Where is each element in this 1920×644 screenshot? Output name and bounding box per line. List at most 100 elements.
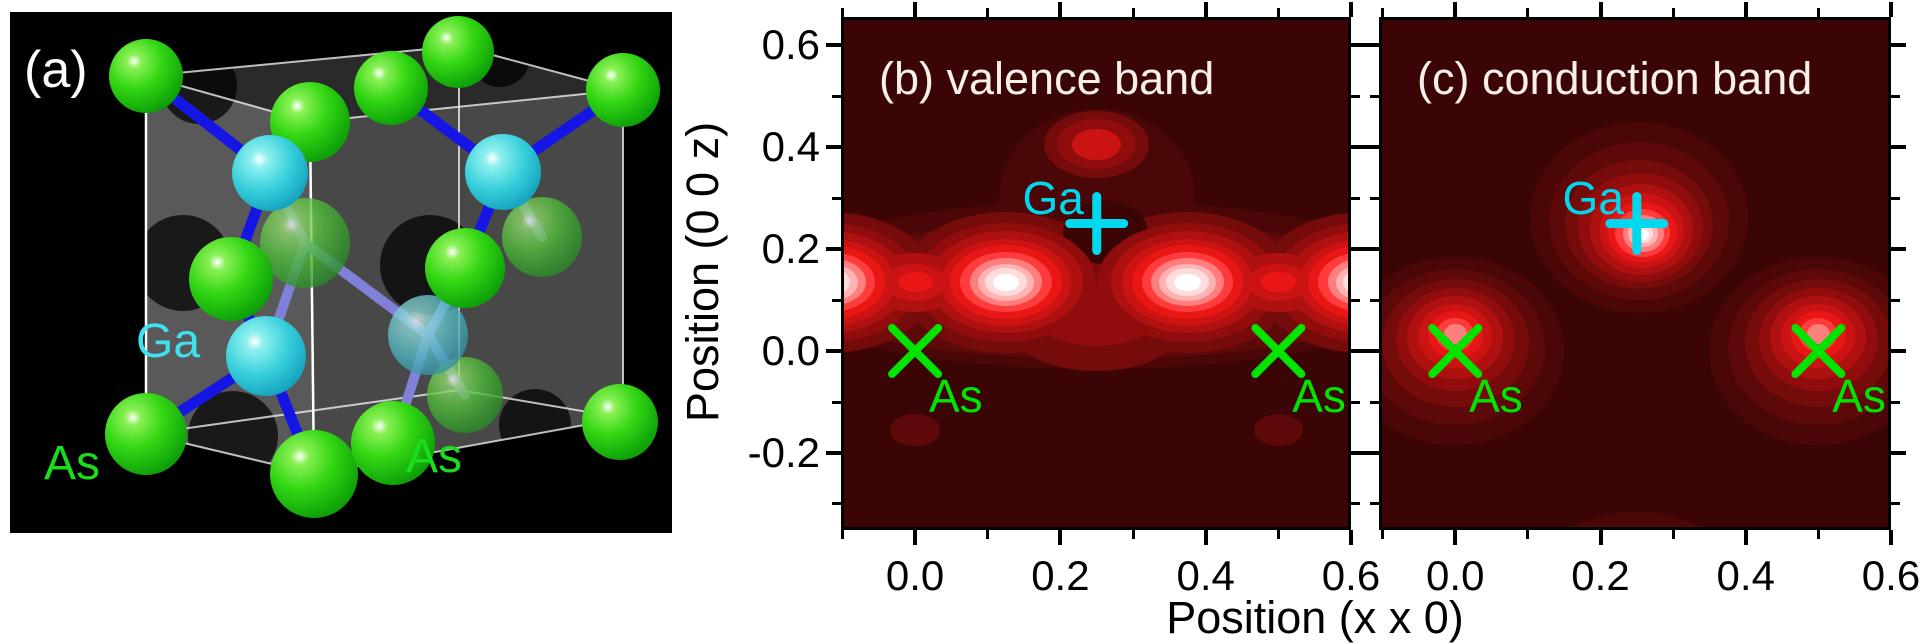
contour-level-12	[1637, 229, 1650, 240]
contour-level-11	[1343, 268, 1351, 296]
as-atom	[260, 198, 350, 288]
as-atom	[422, 16, 494, 88]
axis-tick	[1364, 450, 1379, 455]
as-atom	[582, 384, 658, 460]
axis-tick	[913, 2, 918, 17]
axis-tick	[1351, 145, 1366, 150]
axis-tick	[1891, 450, 1906, 455]
axis-tick	[832, 400, 841, 404]
axis-tick	[1364, 349, 1379, 353]
plot-c-title: (c) conduction band	[1417, 53, 1813, 104]
axis-tick	[986, 530, 990, 539]
axis-tick	[1891, 94, 1900, 98]
unit-cell-edge	[309, 89, 624, 123]
axis-tick	[1349, 2, 1353, 17]
as-atom	[189, 237, 273, 321]
axis-tick	[1526, 530, 1530, 539]
axis-tick	[1351, 450, 1366, 455]
plot-b-frame	[841, 17, 1351, 530]
as-site-label: As	[1832, 369, 1886, 422]
as-atom-label-left: As	[44, 437, 101, 490]
axis-tick	[1453, 530, 1458, 545]
as-atom	[351, 401, 435, 485]
axis-tick	[1351, 94, 1360, 98]
contour-level-11	[841, 268, 851, 296]
axis-tick	[1370, 400, 1379, 404]
plot-c-frame	[1379, 17, 1891, 530]
as-site-label: As	[1292, 369, 1346, 422]
contour-level-7	[1260, 271, 1296, 293]
axis-tick	[1364, 145, 1379, 150]
axis-tick	[1349, 530, 1353, 545]
axis-tick	[1381, 8, 1385, 17]
contour-level-12	[1174, 273, 1201, 291]
contour-level-12	[992, 273, 1019, 291]
atom-shadow	[499, 389, 571, 461]
axis-tick	[1671, 8, 1675, 17]
axis-tick	[986, 8, 990, 17]
axis-tick	[1058, 530, 1063, 545]
axis-tick	[1816, 8, 1820, 17]
axis-tick	[832, 502, 841, 506]
axis-tick	[1370, 502, 1379, 506]
axis-tick	[1891, 502, 1900, 506]
as-atom	[109, 39, 183, 113]
axis-tick	[1370, 94, 1379, 98]
ga-atom	[388, 295, 468, 375]
as-site-label: As	[1469, 369, 1523, 422]
axis-tick	[826, 145, 841, 150]
axis-tick	[1526, 8, 1530, 17]
ga-site-label: Ga	[1562, 172, 1624, 225]
plot-b-title: (b) valence band	[879, 53, 1215, 104]
contour-level-6	[1072, 128, 1122, 161]
atom-site-markers	[888, 192, 1306, 379]
axis-tick	[1131, 530, 1135, 539]
axis-tick	[1891, 43, 1906, 48]
axis-tick	[1351, 247, 1366, 252]
axis-tick	[1743, 530, 1748, 545]
axis-tick	[1058, 2, 1063, 17]
valence-band-contour-plot: (b) valence band As As Ga	[841, 17, 1351, 530]
as-atom	[502, 197, 582, 277]
axis-tick	[1598, 530, 1603, 545]
axis-tick	[913, 530, 918, 545]
axis-tick	[832, 298, 841, 302]
axis-tick	[1364, 247, 1379, 252]
axis-tick	[1351, 502, 1360, 506]
ga-atom	[232, 135, 308, 211]
axis-tick	[826, 349, 841, 353]
axis-tick	[1131, 8, 1135, 17]
axis-tick	[826, 43, 841, 48]
panel-a-label: (a)	[24, 41, 88, 99]
axis-tick	[1351, 349, 1366, 353]
as-atom	[105, 393, 187, 475]
axis-tick	[1351, 400, 1360, 404]
axis-tick	[1891, 196, 1900, 200]
x-axis-label: Position (x x 0)	[1166, 592, 1464, 643]
axis-tick	[1370, 196, 1379, 200]
atom-shadow	[188, 391, 278, 481]
axis-tick	[1743, 2, 1748, 17]
axis-tick	[1351, 43, 1366, 48]
as-atom	[270, 430, 358, 518]
contour-level-9	[1806, 323, 1830, 345]
x-tick-label: 0.4	[1716, 552, 1775, 599]
axis-tick	[832, 196, 841, 200]
as-atom	[586, 53, 660, 127]
unit-cell-edge	[308, 120, 316, 476]
x-tick-label: 0.6	[1861, 552, 1920, 599]
axis-tick	[826, 450, 841, 455]
x-tick-label: 0.4	[1176, 552, 1235, 599]
axis-tick	[1889, 2, 1893, 17]
conduction-band-contour-plot: (c) conduction band As As Ga	[1379, 17, 1891, 530]
axis-tick	[1891, 349, 1906, 353]
y-tick-label: 0.4	[761, 123, 820, 171]
axis-tick	[1891, 247, 1906, 252]
x-tick-label: 0.6	[1321, 552, 1381, 599]
axis-tick	[1816, 530, 1820, 539]
ga-site-label: Ga	[1022, 172, 1084, 225]
x-tick-label: 0.2	[1571, 552, 1630, 599]
y-tick-label: 0.2	[761, 225, 820, 273]
as-atom-label-bottom: As	[406, 430, 463, 483]
axis-tick	[1203, 530, 1208, 545]
